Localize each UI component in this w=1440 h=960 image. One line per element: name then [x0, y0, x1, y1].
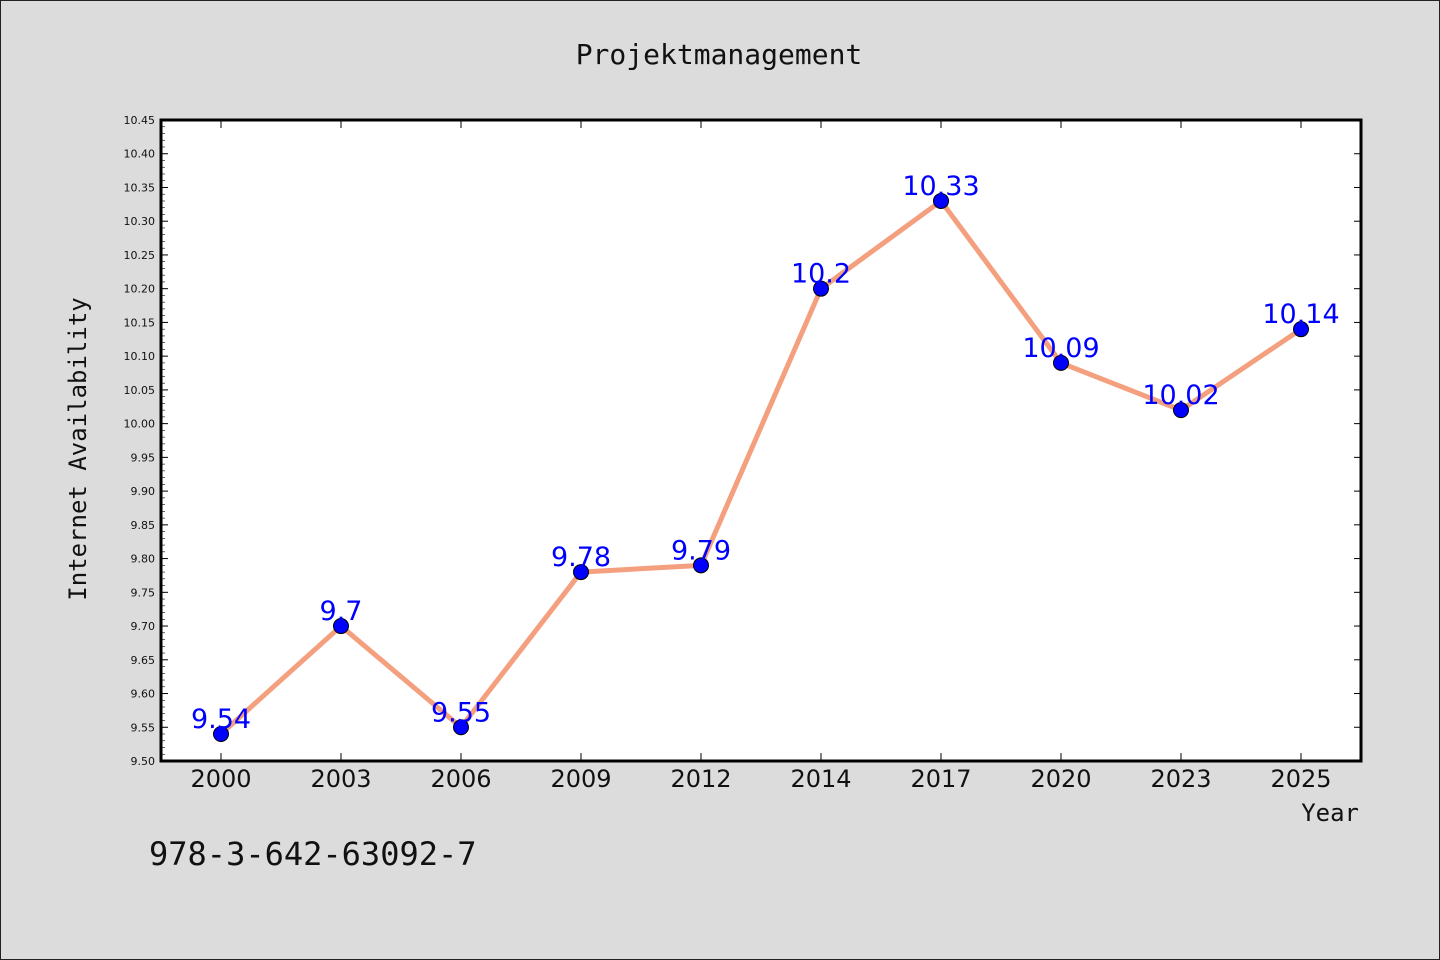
data-point — [1173, 402, 1189, 419]
data-label: 9.78 — [551, 542, 611, 573]
y-tick-label: 10.15 — [124, 316, 156, 329]
x-tick-label: 2014 — [790, 765, 851, 793]
y-tick-label: 9.75 — [131, 586, 156, 599]
x-tick-label: 2009 — [550, 765, 611, 793]
data-label: 9.55 — [431, 697, 491, 728]
y-tick-label: 10.25 — [124, 249, 156, 262]
x-tick-label: 2012 — [670, 765, 731, 793]
y-tick-label: 9.90 — [131, 485, 156, 498]
y-tick-label: 10.35 — [124, 181, 156, 194]
data-point — [933, 192, 949, 209]
x-axis-ticks: 2000 2003 2006 2009 2012 2014 2017 2020 2023 2025 — [190, 120, 1332, 793]
data-label: 9.54 — [191, 704, 251, 735]
x-tick-label: 2017 — [910, 765, 971, 793]
data-label: 10.33 — [902, 171, 979, 202]
data-label: 9.79 — [671, 535, 731, 566]
data-point — [1293, 321, 1309, 338]
x-tick-label: 2023 — [1150, 765, 1211, 793]
x-tick-label: 2025 — [1270, 765, 1331, 793]
y-tick-label: 9.65 — [131, 654, 156, 667]
data-label: 10.14 — [1262, 299, 1339, 330]
y-tick-label: 9.50 — [131, 755, 156, 768]
data-point — [333, 618, 349, 635]
y-tick-label: 10.45 — [124, 114, 156, 127]
series-layer: 9.54 9.7 9.55 9.78 9.79 10.2 10.33 10.09 10.02 10… — [191, 171, 1340, 743]
plot-area — [159, 118, 1363, 763]
data-point — [213, 726, 229, 743]
y-axis-label: Internet Availability — [64, 297, 92, 600]
data-point — [453, 719, 469, 736]
data-label: 9.7 — [320, 596, 363, 627]
data-label: 10.2 — [791, 259, 851, 290]
data-point — [693, 557, 709, 574]
data-point — [573, 564, 589, 581]
y-axis-ticks: 9.50 9.55 9.60 9.65 9.70 9.75 9.80 9.85 9.90 9.95… — [124, 114, 1361, 768]
x-tick-label: 2000 — [190, 765, 251, 793]
x-tick-label: 2006 — [430, 765, 491, 793]
data-label: 10.02 — [1142, 380, 1219, 411]
y-tick-label: 10.10 — [124, 350, 156, 363]
y-tick-label: 9.70 — [131, 620, 156, 633]
x-tick-label: 2020 — [1030, 765, 1091, 793]
y-tick-label: 10.30 — [124, 215, 156, 228]
y-tick-label: 9.80 — [131, 553, 156, 566]
footer-code: 978-3-642-63092-7 — [149, 835, 477, 873]
y-tick-label: 10.20 — [124, 283, 156, 296]
chart-title: Projektmanagement — [576, 38, 863, 71]
y-tick-label: 9.85 — [131, 519, 156, 532]
y-tick-label: 9.55 — [131, 721, 156, 734]
y-tick-label: 10.05 — [124, 384, 156, 397]
data-label: 10.09 — [1022, 333, 1099, 364]
data-point — [1053, 354, 1069, 371]
y-tick-label: 10.40 — [124, 148, 156, 161]
series-line — [219, 198, 1303, 736]
y-tick-label: 9.95 — [131, 451, 156, 464]
data-point — [813, 280, 829, 297]
y-tick-label: 9.60 — [131, 688, 156, 701]
x-tick-label: 2003 — [310, 765, 371, 793]
y-tick-label: 10.00 — [124, 418, 156, 431]
x-axis-label: Year — [1301, 799, 1359, 827]
